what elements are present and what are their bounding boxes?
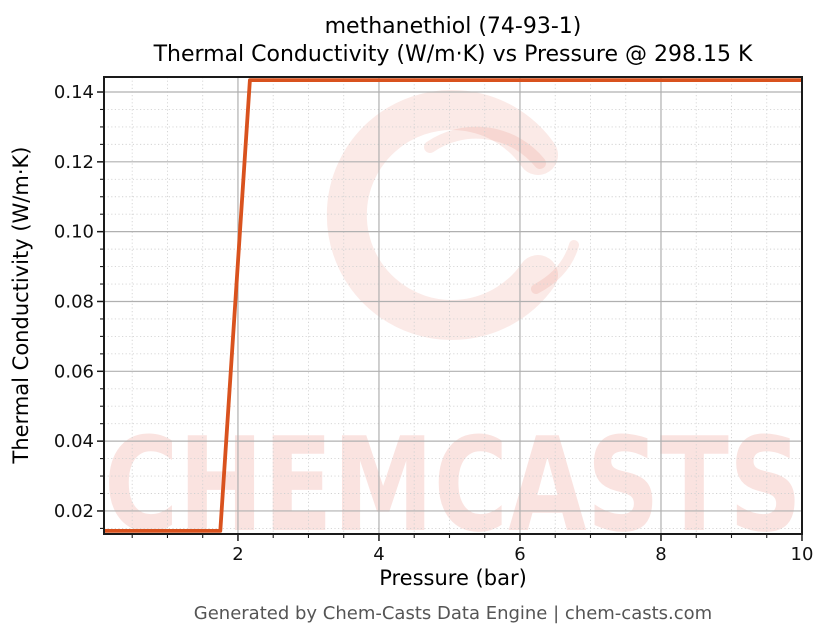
chart-title-line1: methanethiol (74-93-1) <box>324 14 582 39</box>
svg-text:8: 8 <box>655 544 666 565</box>
c-logo-ring <box>326 90 558 340</box>
svg-text:0.06: 0.06 <box>54 361 94 382</box>
svg-text:4: 4 <box>373 544 384 565</box>
svg-text:0.10: 0.10 <box>54 222 94 243</box>
plot-border <box>103 76 803 535</box>
svg-text:0.04: 0.04 <box>54 431 94 452</box>
minor-gridlines <box>104 77 802 534</box>
data-line <box>104 78 802 533</box>
svg-text:10: 10 <box>791 544 814 565</box>
svg-text:0.02: 0.02 <box>54 501 94 522</box>
axis-tick-marks <box>97 91 803 541</box>
chart-title-line2: Thermal Conductivity (W/m·K) vs Pressure… <box>153 42 753 67</box>
svg-text:2: 2 <box>232 544 243 565</box>
x-tick-labels: 2 4 6 8 10 <box>232 544 813 565</box>
c-logo-inner-swoosh <box>424 126 546 169</box>
footer-credit: Generated by Chem-Casts Data Engine | ch… <box>193 603 713 624</box>
svg-text:0.12: 0.12 <box>54 152 94 173</box>
y-tick-labels: 0.02 0.04 0.06 0.08 0.10 0.12 0.14 <box>54 82 94 522</box>
svg-text:0.14: 0.14 <box>54 82 94 103</box>
x-axis-label: Pressure (bar) <box>379 566 527 590</box>
svg-text:6: 6 <box>514 544 525 565</box>
svg-text:0.08: 0.08 <box>54 291 94 312</box>
major-gridlines <box>104 77 803 534</box>
